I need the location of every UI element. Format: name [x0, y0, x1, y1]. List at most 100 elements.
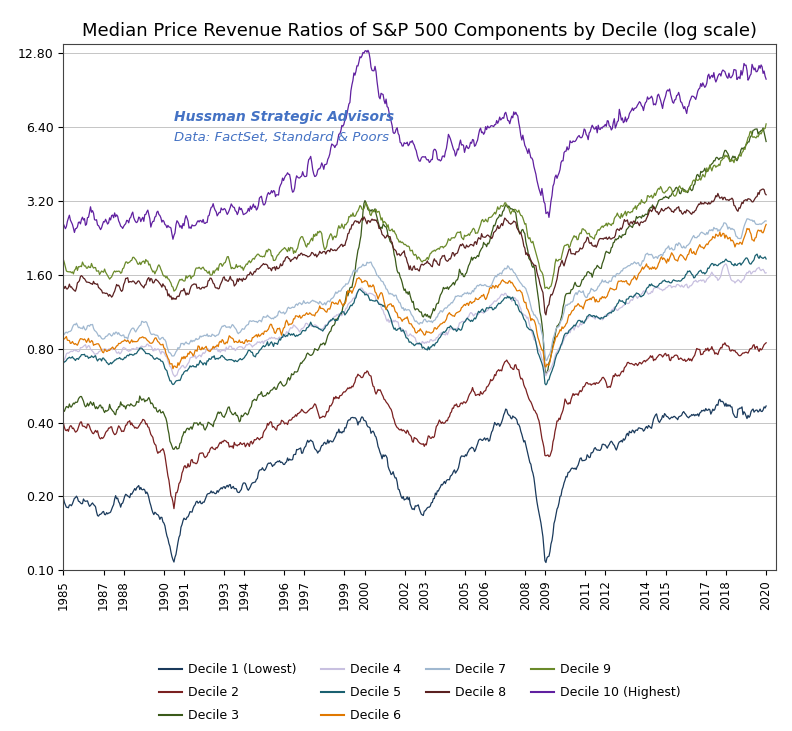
Decile 4 — [693, 278, 703, 287]
Decile 3 — [59, 406, 68, 414]
Decile 8 — [230, 281, 240, 289]
Decile 9 — [607, 221, 616, 230]
Decile 3 — [693, 170, 703, 179]
Decile 2 — [693, 345, 703, 354]
Decile 2 — [169, 504, 179, 513]
Decile 2 — [231, 441, 241, 450]
Decile 9 — [761, 119, 771, 128]
Decile 5 — [752, 250, 762, 259]
Decile 3 — [169, 445, 179, 454]
Decile 9 — [693, 176, 703, 185]
Decile 3 — [521, 238, 531, 246]
Decile 1 (Lowest) — [257, 466, 266, 474]
Decile 5 — [59, 359, 68, 368]
Decile 9 — [59, 255, 68, 264]
Decile 10 (Highest) — [168, 235, 177, 243]
Decile 9 — [231, 260, 241, 269]
Decile 6 — [607, 284, 616, 293]
Decile 2 — [607, 380, 616, 389]
Decile 8 — [257, 261, 266, 270]
Decile 2 — [521, 385, 531, 393]
Decile 3 — [257, 392, 267, 401]
Decile 7 — [257, 317, 266, 326]
Text: Data: FactSet, Standard & Poors: Data: FactSet, Standard & Poors — [174, 131, 389, 144]
Decile 8 — [281, 254, 291, 262]
Decile 2 — [720, 338, 729, 347]
Decile 8 — [759, 185, 768, 194]
Decile 1 (Lowest) — [281, 458, 291, 467]
Decile 8 — [761, 190, 771, 199]
Decile 4 — [607, 306, 616, 315]
Decile 5 — [230, 356, 240, 365]
Decile 1 (Lowest) — [59, 493, 68, 502]
Line: Decile 1 (Lowest): Decile 1 (Lowest) — [63, 399, 766, 562]
Decile 10 (Highest) — [59, 219, 68, 228]
Decile 10 (Highest) — [694, 85, 703, 94]
Decile 2 — [282, 419, 291, 428]
Decile 5 — [281, 333, 291, 341]
Decile 5 — [607, 308, 616, 317]
Decile 4 — [231, 345, 241, 354]
Line: Decile 4: Decile 4 — [63, 264, 766, 376]
Decile 1 (Lowest) — [715, 395, 725, 404]
Decile 7 — [59, 330, 68, 339]
Decile 6 — [693, 244, 703, 253]
Decile 1 (Lowest) — [607, 437, 616, 446]
Decile 7 — [607, 277, 616, 286]
Decile 10 (Highest) — [282, 170, 291, 179]
Line: Decile 7: Decile 7 — [63, 219, 766, 360]
Decile 5 — [761, 254, 771, 263]
Decile 9 — [521, 219, 531, 228]
Decile 10 (Highest) — [364, 46, 373, 55]
Decile 8 — [520, 243, 530, 252]
Decile 10 (Highest) — [231, 207, 241, 216]
Decile 7 — [693, 232, 703, 240]
Decile 1 (Lowest) — [693, 409, 703, 418]
Decile 5 — [257, 344, 266, 353]
Line: Decile 8: Decile 8 — [63, 189, 766, 315]
Decile 9 — [169, 287, 179, 295]
Decile 3 — [282, 379, 291, 388]
Decile 4 — [521, 311, 531, 320]
Decile 6 — [59, 335, 68, 344]
Decile 7 — [230, 324, 240, 333]
Decile 3 — [607, 243, 616, 252]
Decile 4 — [170, 372, 180, 381]
Decile 10 (Highest) — [522, 145, 531, 154]
Decile 10 (Highest) — [257, 197, 267, 205]
Line: Decile 2: Decile 2 — [63, 343, 766, 509]
Line: Decile 3: Decile 3 — [63, 128, 766, 450]
Decile 5 — [693, 269, 703, 278]
Decile 1 (Lowest) — [761, 401, 771, 410]
Decile 6 — [168, 364, 177, 373]
Text: Hussman Strategic Advisors: Hussman Strategic Advisors — [174, 110, 394, 124]
Decile 7 — [281, 308, 291, 317]
Decile 7 — [742, 214, 752, 223]
Legend: Decile 1 (Lowest), Decile 2, Decile 3, Decile 4, Decile 5, Decile 6, Decile 7, D: Decile 1 (Lowest), Decile 2, Decile 3, D… — [154, 658, 685, 727]
Line: Decile 5: Decile 5 — [63, 254, 766, 385]
Decile 3 — [761, 137, 771, 146]
Decile 6 — [521, 298, 531, 307]
Decile 6 — [282, 316, 291, 325]
Decile 1 (Lowest) — [230, 484, 240, 493]
Decile 8 — [607, 235, 616, 243]
Decile 8 — [693, 202, 703, 211]
Decile 4 — [761, 268, 771, 277]
Decile 4 — [722, 260, 731, 268]
Decile 5 — [541, 380, 550, 389]
Decile 4 — [257, 337, 267, 346]
Line: Decile 9: Decile 9 — [63, 124, 766, 291]
Decile 6 — [231, 337, 241, 346]
Line: Decile 10 (Highest): Decile 10 (Highest) — [63, 50, 766, 239]
Decile 9 — [257, 252, 267, 261]
Decile 2 — [59, 418, 68, 427]
Decile 4 — [59, 357, 68, 366]
Decile 8 — [541, 311, 550, 319]
Decile 8 — [59, 281, 68, 290]
Decile 9 — [282, 246, 291, 254]
Decile 1 (Lowest) — [541, 558, 550, 567]
Decile 3 — [759, 124, 768, 132]
Decile 6 — [761, 220, 771, 229]
Decile 5 — [520, 316, 530, 325]
Line: Decile 6: Decile 6 — [63, 224, 766, 368]
